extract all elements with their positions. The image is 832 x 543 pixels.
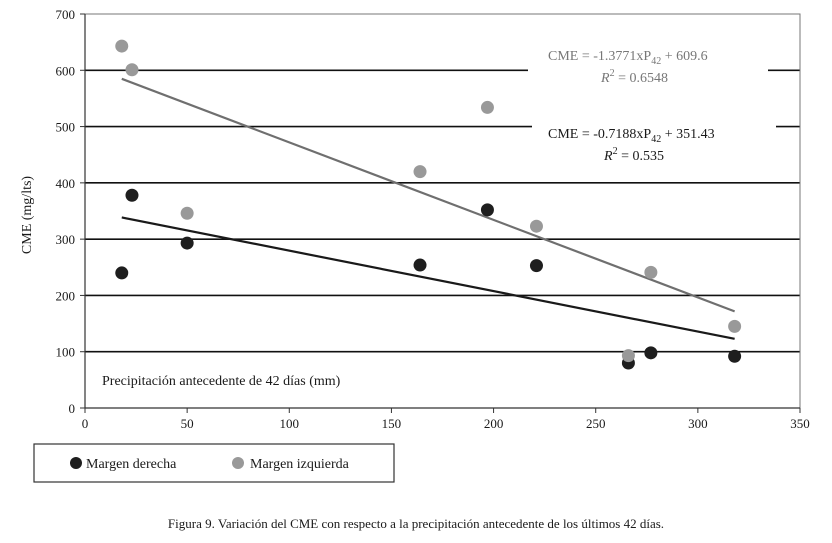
legend-label-derecha: Margen derecha <box>86 457 177 472</box>
x-tick-labels: 0 50 100 150 200 250 300 350 <box>82 408 810 431</box>
x-axis-label: Precipitación antecedente de 42 días (mm… <box>102 374 341 389</box>
equation-line-derecha: CME = -0.7188xP42 + 351.43 <box>548 127 715 145</box>
point-izquierda-4 <box>480 100 494 114</box>
trendlines <box>121 77 736 340</box>
x-tick-label-150: 150 <box>382 416 402 431</box>
point-derecha-1 <box>125 188 139 202</box>
x-tick-label-200: 200 <box>484 416 504 431</box>
point-izquierda-5 <box>529 219 543 233</box>
point-derecha-2 <box>180 236 194 250</box>
y-tick-label-600: 600 <box>56 63 76 78</box>
point-izquierda-2 <box>180 206 194 220</box>
y-tick-label-500: 500 <box>56 120 76 135</box>
legend-marker-derecha <box>70 457 82 469</box>
point-izquierda-6 <box>621 349 635 363</box>
point-izquierda-8 <box>728 319 742 333</box>
y-tick-label-200: 200 <box>56 288 76 303</box>
equation-margen-derecha: CME = -0.7188xP42 + 351.43 R2 = 0.535 <box>532 117 776 167</box>
data-points <box>115 39 742 370</box>
point-izquierda-3 <box>413 165 427 179</box>
axes <box>84 13 801 409</box>
point-derecha-5 <box>529 259 543 273</box>
y-tick-label-300: 300 <box>56 232 76 247</box>
equation-line-izquierda: CME = -1.3771xP42 + 609.6 <box>548 49 708 67</box>
x-tick-label-300: 300 <box>688 416 708 431</box>
legend-label-izquierda: Margen izquierda <box>250 457 350 472</box>
point-derecha-8 <box>728 349 742 363</box>
y-axis-label: CME (mg/lts) <box>20 176 35 255</box>
y-tick-label-400: 400 <box>56 176 76 191</box>
equation-margen-izquierda: CME = -1.3771xP42 + 609.6 R2 = 0.6548 <box>528 42 768 90</box>
legend: Margen derecha Margen izquierda <box>33 443 395 483</box>
point-derecha-4 <box>480 203 494 217</box>
point-derecha-3 <box>413 258 427 272</box>
y-tick-labels: 0 100 200 300 400 500 600 700 <box>56 7 85 416</box>
y-tick-label-0: 0 <box>69 401 76 416</box>
x-tick-label-0: 0 <box>82 416 89 431</box>
legend-marker-izquierda <box>232 457 244 469</box>
x-tick-label-250: 250 <box>586 416 606 431</box>
y-tick-label-100: 100 <box>56 345 76 360</box>
point-izquierda-1 <box>125 63 139 77</box>
x-tick-label-350: 350 <box>790 416 810 431</box>
point-izquierda-0 <box>115 39 129 53</box>
figure-caption: Figura 9. Variación del CME con respecto… <box>167 516 665 531</box>
x-tick-label-50: 50 <box>181 416 194 431</box>
trendline-derecha <box>121 216 735 340</box>
r2-derecha: R2 = 0.535 <box>603 146 664 164</box>
point-derecha-0 <box>115 266 129 280</box>
gridlines <box>85 69 800 353</box>
y-tick-label-700: 700 <box>56 7 76 22</box>
point-derecha-7 <box>644 346 658 360</box>
point-izquierda-7 <box>644 265 658 279</box>
x-tick-label-100: 100 <box>280 416 300 431</box>
trendline-izquierda <box>121 77 736 313</box>
r2-izquierda: R2 = 0.6548 <box>600 68 668 86</box>
